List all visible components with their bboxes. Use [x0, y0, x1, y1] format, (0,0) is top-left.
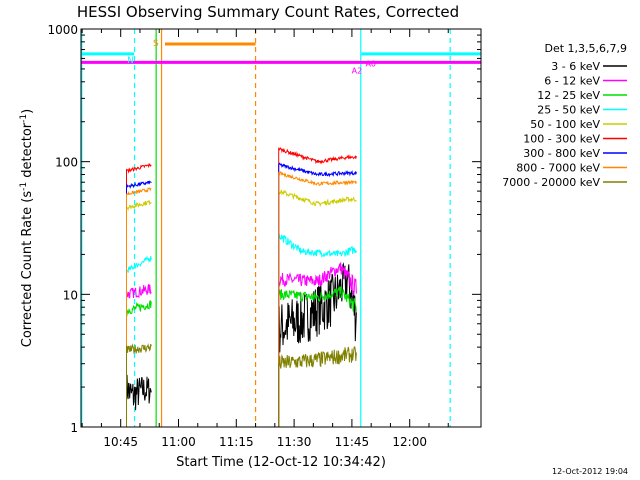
- series-7000-20000-kev-interval-2: [278, 346, 357, 427]
- legend-label-50-100-kev: 50 - 100 keV: [530, 118, 600, 131]
- series-800-7000-kev-interval-2: [278, 171, 357, 427]
- legend-label-300-800-kev: 300 - 800 keV: [523, 147, 600, 160]
- a0-label: A0: [365, 59, 376, 68]
- series-3-6-kev-interval-2: [278, 262, 357, 427]
- x-tick-label-1115: 11:15: [219, 435, 254, 449]
- series-50-100-kev-interval-2: [278, 189, 357, 427]
- series-50-100-kev-interval-1: [126, 200, 152, 427]
- y-axis-label: Corrected Count Rate (s-1 detector-1): [19, 109, 35, 347]
- y-label-sup-2: -1: [19, 114, 29, 123]
- series-100-300-kev-interval-1: [126, 163, 152, 427]
- axis-ticks: 10:45 11:00 11:15 11:30 11:45 12:00 1 10 100 1000: [47, 23, 481, 449]
- saa-flag-label: S: [153, 39, 159, 49]
- night-flag-label: N: [127, 56, 134, 66]
- x-tick-label-1100: 11:00: [161, 435, 196, 449]
- y-tick-label-1: 1: [70, 421, 78, 435]
- legend-title: Det 1,3,5,6,7,9: [544, 42, 627, 55]
- plot-frame: [80, 28, 482, 428]
- legend-label-800-7000-kev: 800 - 7000 keV: [516, 162, 600, 175]
- y-label-part-3: ): [20, 109, 35, 114]
- x-tick-label-1145: 11:45: [335, 435, 370, 449]
- x-axis-label: Start Time (12-Oct-12 10:34:42): [176, 455, 386, 470]
- series-3-6-kev-interval-1: [126, 374, 152, 427]
- series-12-25-kev-interval-1: [126, 299, 152, 427]
- series-100-300-kev-interval-2: [278, 147, 357, 427]
- series-6-12-kev-interval-2: [278, 262, 357, 427]
- series-800-7000-kev-interval-1: [126, 187, 152, 427]
- series-300-800-kev-interval-1: [126, 180, 152, 427]
- chart-title: HESSI Observing Summary Count Rates, Cor…: [77, 3, 459, 21]
- series-7000-20000-kev-interval-1: [126, 343, 152, 427]
- series-6-12-kev-interval-1: [126, 284, 152, 427]
- x-tick-label-1200: 12:00: [392, 435, 427, 449]
- legend-label-7000-20000-kev: 7000 - 20000 keV: [502, 176, 600, 189]
- x-tick-label-1130: 11:30: [277, 435, 312, 449]
- series-25-50-kev-interval-1: [126, 255, 152, 427]
- footer-timestamp: 12-Oct-2012 19:04: [552, 467, 628, 476]
- series-12-25-kev-interval-2: [278, 286, 357, 427]
- series-25-50-kev-interval-2: [278, 233, 357, 427]
- x-tick-label-1045: 10:45: [103, 435, 138, 449]
- legend-label-25-50-kev: 25 - 50 keV: [537, 104, 600, 117]
- legend-label-12-25-kev: 12 - 25 keV: [537, 89, 600, 102]
- y-label-sup-1: -1: [19, 182, 29, 191]
- y-label-part-2: detector: [20, 122, 35, 182]
- a2-label: A2: [352, 66, 363, 75]
- y-tick-label-1000: 1000: [47, 23, 78, 37]
- legend-label-100-300-kev: 100 - 300 keV: [523, 133, 600, 146]
- legend-label-3-6-kev: 3 - 6 keV: [551, 60, 600, 73]
- y-label-part-1: Corrected Count Rate (s: [20, 191, 35, 348]
- legend-label-6-12-kev: 6 - 12 keV: [544, 75, 600, 88]
- y-tick-label-100: 100: [55, 156, 78, 170]
- series-300-800-kev-interval-2: [278, 162, 357, 427]
- y-tick-label-10: 10: [63, 288, 78, 302]
